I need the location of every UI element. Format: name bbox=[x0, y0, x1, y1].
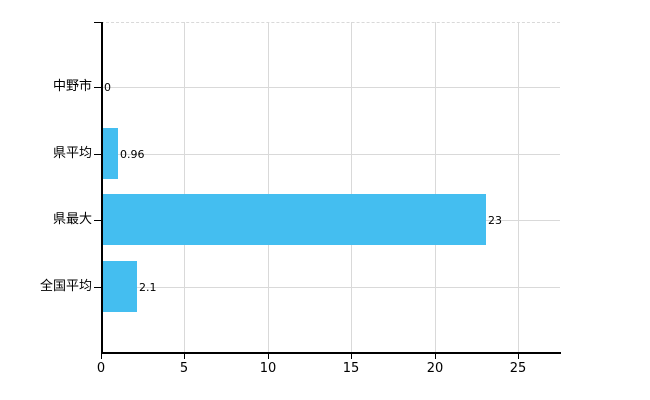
y-axis bbox=[101, 22, 103, 353]
x-tick-label: 20 bbox=[426, 361, 444, 376]
x-axis-tick bbox=[184, 353, 185, 359]
x-axis-tick bbox=[101, 353, 102, 359]
x-axis-tick bbox=[435, 353, 436, 359]
y-axis-tick bbox=[94, 154, 101, 155]
bar bbox=[102, 128, 118, 179]
category-label: 全国平均 bbox=[39, 279, 92, 294]
x-axis-tick bbox=[268, 353, 269, 359]
value-label: 2.1 bbox=[139, 281, 157, 294]
vertical-gridline bbox=[351, 22, 352, 352]
x-axis-tick bbox=[351, 353, 352, 359]
category-label: 県最大 bbox=[52, 212, 92, 227]
bar bbox=[102, 194, 486, 245]
vertical-gridline bbox=[268, 22, 269, 352]
value-label: 23 bbox=[488, 214, 502, 227]
y-axis-top-tick bbox=[94, 22, 101, 23]
x-axis bbox=[101, 352, 561, 354]
bar bbox=[102, 261, 137, 312]
value-label: 0 bbox=[104, 81, 111, 94]
x-tick-label: 0 bbox=[96, 361, 106, 376]
x-tick-label: 5 bbox=[179, 361, 189, 376]
horizontal-gridline bbox=[101, 87, 560, 88]
y-axis-tick bbox=[94, 87, 101, 88]
x-tick-label: 15 bbox=[342, 361, 360, 376]
y-axis-tick bbox=[94, 287, 101, 288]
category-label: 県平均 bbox=[52, 146, 92, 161]
y-axis-tick bbox=[94, 220, 101, 221]
vertical-gridline bbox=[184, 22, 185, 352]
value-label: 0.96 bbox=[120, 148, 145, 161]
x-tick-label: 10 bbox=[259, 361, 277, 376]
plot-top-border bbox=[101, 22, 560, 23]
horizontal-gridline bbox=[101, 154, 560, 155]
vertical-gridline bbox=[518, 22, 519, 352]
x-tick-label: 25 bbox=[509, 361, 527, 376]
horizontal-gridline bbox=[101, 287, 560, 288]
x-axis-tick bbox=[518, 353, 519, 359]
category-label: 中野市 bbox=[52, 79, 92, 94]
vertical-gridline bbox=[435, 22, 436, 352]
